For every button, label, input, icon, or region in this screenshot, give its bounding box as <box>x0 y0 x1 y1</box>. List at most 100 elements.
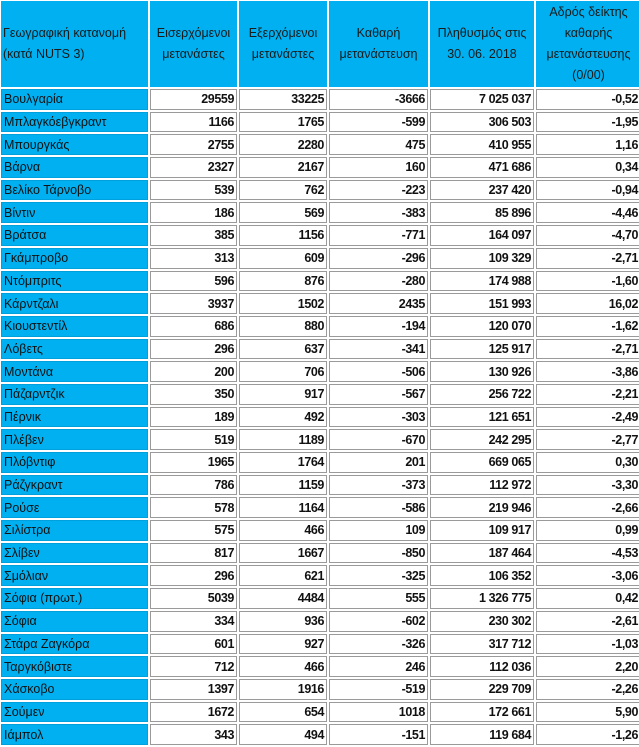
table-row: Σμόλιαν 296 621 -325 106 352 -3,06 <box>1 565 639 587</box>
rate-cell: -2,26 <box>536 678 639 700</box>
outgoing-cell: 1156 <box>239 225 327 246</box>
region-cell: Κάρντζαλι <box>1 293 148 314</box>
outgoing-cell: 494 <box>239 724 327 745</box>
population-cell: 109 329 <box>430 247 534 269</box>
net-migration-cell: -325 <box>329 565 428 587</box>
outgoing-cell: 2167 <box>239 157 327 178</box>
table-body: Βουλγαρία 29559 33225 -3666 7 025 037 -0,52 Μπ… <box>1 89 639 745</box>
table-row: Μοντάνα 200 706 -506 130 926 -3,86 <box>1 361 639 382</box>
rate-cell: 0,99 <box>536 520 639 541</box>
population-cell: 230 302 <box>430 610 534 632</box>
population-cell: 669 065 <box>430 452 534 473</box>
table-row: Βουλγαρία 29559 33225 -3666 7 025 037 -0,52 <box>1 89 639 110</box>
outgoing-cell: 466 <box>239 656 327 677</box>
rate-cell: 2,20 <box>536 656 639 677</box>
region-cell: Ιάμπολ <box>1 724 148 745</box>
outgoing-cell: 880 <box>239 315 327 337</box>
outgoing-cell: 4484 <box>239 588 327 609</box>
incoming-cell: 296 <box>150 338 237 360</box>
region-cell: Βράτσα <box>1 225 148 246</box>
incoming-cell: 1965 <box>150 452 237 473</box>
outgoing-cell: 609 <box>239 247 327 269</box>
population-cell: 237 420 <box>430 179 534 201</box>
net-migration-cell: -151 <box>329 724 428 745</box>
rate-cell: -2,71 <box>536 247 639 269</box>
outgoing-cell: 762 <box>239 179 327 201</box>
outgoing-cell: 569 <box>239 202 327 224</box>
rate-cell: -2,61 <box>536 610 639 632</box>
outgoing-cell: 917 <box>239 383 327 405</box>
table-row: Στάρα Ζαγκόρα 601 927 -326 317 712 -1,03 <box>1 633 639 655</box>
table-row: Ντόμπριτς 596 876 -280 174 988 -1,60 <box>1 270 639 292</box>
net-migration-cell: -383 <box>329 202 428 224</box>
table-row: Σούμεν 1672 654 1018 172 661 5,90 <box>1 701 639 723</box>
rate-cell: -1,60 <box>536 270 639 292</box>
incoming-cell: 296 <box>150 565 237 587</box>
outgoing-cell: 1502 <box>239 293 327 314</box>
header-population: Πληθυσμός στις 30. 06. 2018 <box>430 1 534 87</box>
region-cell: Κιουστεντίλ <box>1 315 148 337</box>
net-migration-cell: -599 <box>329 111 428 133</box>
region-cell: Πάζαρντζικ <box>1 383 148 405</box>
region-cell: Ράζγκραντ <box>1 474 148 496</box>
table-row: Πλόβντιφ 1965 1764 201 669 065 0,30 <box>1 452 639 473</box>
region-cell: Σόφια (πρωτ.) <box>1 588 148 609</box>
incoming-cell: 2327 <box>150 157 237 178</box>
net-migration-cell: -194 <box>329 315 428 337</box>
region-cell: Πέρνικ <box>1 406 148 428</box>
net-migration-cell: -602 <box>329 610 428 632</box>
rate-cell: -3,30 <box>536 474 639 496</box>
population-cell: 306 503 <box>430 111 534 133</box>
incoming-cell: 596 <box>150 270 237 292</box>
incoming-cell: 334 <box>150 610 237 632</box>
outgoing-cell: 654 <box>239 701 327 723</box>
population-cell: 151 993 <box>430 293 534 314</box>
outgoing-cell: 466 <box>239 520 327 541</box>
incoming-cell: 313 <box>150 247 237 269</box>
population-cell: 109 917 <box>430 520 534 541</box>
population-cell: 229 709 <box>430 678 534 700</box>
region-cell: Ταργκόβιστε <box>1 656 148 677</box>
table-row: Ράζγκραντ 786 1159 -373 112 972 -3,30 <box>1 474 639 496</box>
population-cell: 7 025 037 <box>430 89 534 110</box>
rate-cell: -2,66 <box>536 497 639 519</box>
incoming-cell: 343 <box>150 724 237 745</box>
net-migration-cell: 1018 <box>329 701 428 723</box>
header-net-migration: Καθαρή μετανάστευση <box>329 1 428 87</box>
outgoing-cell: 936 <box>239 610 327 632</box>
rate-cell: 0,42 <box>536 588 639 609</box>
region-cell: Μοντάνα <box>1 361 148 382</box>
population-cell: 85 896 <box>430 202 534 224</box>
net-migration-cell: -567 <box>329 383 428 405</box>
population-cell: 119 684 <box>430 724 534 745</box>
population-cell: 317 712 <box>430 633 534 655</box>
incoming-cell: 3937 <box>150 293 237 314</box>
incoming-cell: 385 <box>150 225 237 246</box>
incoming-cell: 519 <box>150 429 237 450</box>
table-row: Κάρντζαλι 3937 1502 2435 151 993 16,02 <box>1 293 639 314</box>
net-migration-cell: 475 <box>329 134 428 156</box>
outgoing-cell: 1159 <box>239 474 327 496</box>
outgoing-cell: 1765 <box>239 111 327 133</box>
outgoing-cell: 876 <box>239 270 327 292</box>
population-cell: 112 036 <box>430 656 534 677</box>
table-row: Κιουστεντίλ 686 880 -194 120 070 -1,62 <box>1 315 639 337</box>
incoming-cell: 786 <box>150 474 237 496</box>
population-cell: 187 464 <box>430 542 534 564</box>
table-row: Πέρνικ 189 492 -303 121 651 -2,49 <box>1 406 639 428</box>
rate-cell: -0,52 <box>536 89 639 110</box>
net-migration-cell: 109 <box>329 520 428 541</box>
net-migration-cell: -303 <box>329 406 428 428</box>
table-row: Μπλαγκόεβγκραντ 1166 1765 -599 306 503 -1,95 <box>1 111 639 133</box>
population-cell: 106 352 <box>430 565 534 587</box>
outgoing-cell: 637 <box>239 338 327 360</box>
incoming-cell: 578 <box>150 497 237 519</box>
incoming-cell: 712 <box>150 656 237 677</box>
net-migration-cell: -296 <box>329 247 428 269</box>
net-migration-cell: 160 <box>329 157 428 178</box>
population-cell: 121 651 <box>430 406 534 428</box>
outgoing-cell: 33225 <box>239 89 327 110</box>
rate-cell: -1,95 <box>536 111 639 133</box>
population-cell: 120 070 <box>430 315 534 337</box>
outgoing-cell: 1189 <box>239 429 327 450</box>
